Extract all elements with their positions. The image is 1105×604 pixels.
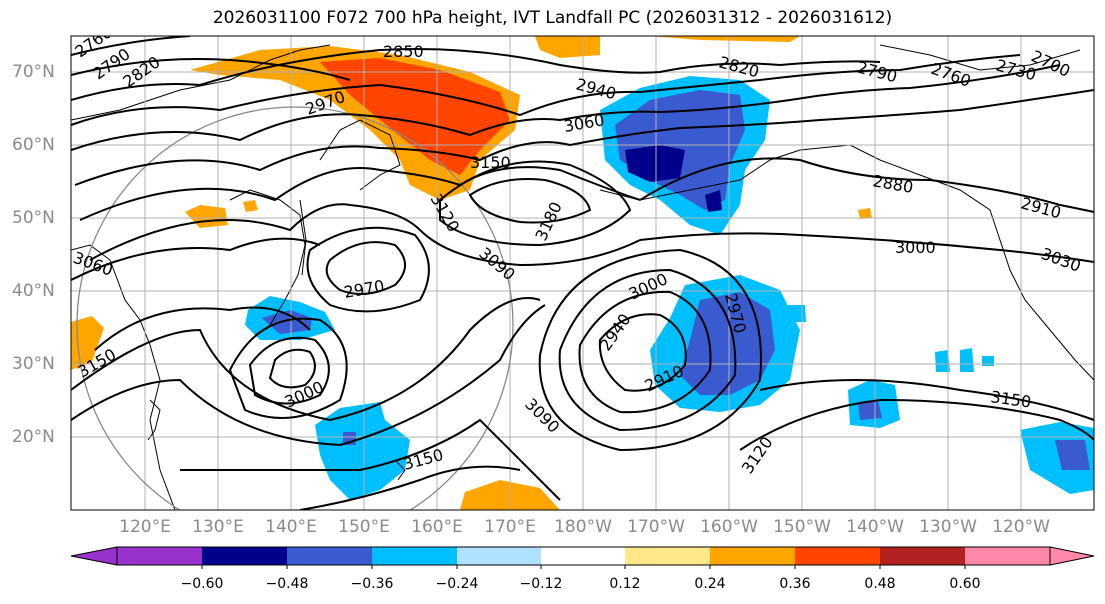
contour-label: 2850 <box>383 42 424 61</box>
colorbar-bin <box>965 547 1050 565</box>
colorbar-tick-label: −0.36 <box>350 576 394 592</box>
colorbar-extend-max <box>1049 546 1095 566</box>
lat-label: 40°N <box>12 281 55 301</box>
lon-label: 150°E <box>338 517 390 537</box>
lon-label: 160°E <box>411 517 463 537</box>
lon-label: 180°W <box>554 517 612 537</box>
lon-label: 140°E <box>265 517 317 537</box>
colorbar-bin <box>457 547 541 565</box>
lat-lon-grid <box>71 36 1094 510</box>
lon-label: 150°W <box>773 517 831 537</box>
lat-label: 60°N <box>12 135 55 155</box>
colorbar-bin <box>117 547 202 565</box>
contour-label: 3150 <box>470 153 511 172</box>
colorbar <box>70 546 1095 569</box>
colorbar-bin <box>202 547 287 565</box>
colorbar-extend-min <box>70 546 118 566</box>
colorbar-tick-label: 0.48 <box>864 576 896 592</box>
lon-label: 120°W <box>992 517 1050 537</box>
colorbar-tick-label: −0.48 <box>265 576 309 592</box>
lat-label: 30°N <box>12 354 55 374</box>
colorbar-tick-label: 0.24 <box>694 576 726 592</box>
lon-label: 140°W <box>846 517 904 537</box>
lon-label: 170°W <box>627 517 685 537</box>
colorbar-tick-label: 0.12 <box>609 576 641 592</box>
lon-label: 130°W <box>919 517 977 537</box>
lat-label: 20°N <box>12 427 55 447</box>
colorbar-bin <box>287 547 372 565</box>
lon-label: 120°E <box>119 517 171 537</box>
coastlines <box>71 44 1094 510</box>
ivt-negative-shading <box>245 76 1094 500</box>
lon-label: 130°E <box>192 517 244 537</box>
map-title: 2026031100 F072 700 hPa height, IVT Land… <box>212 8 893 28</box>
region-circle <box>76 106 514 510</box>
colorbar-bin <box>710 547 795 565</box>
colorbar-tick-label: 0.60 <box>949 576 981 592</box>
colorbar-tick-label: −0.12 <box>519 576 563 592</box>
height-contours <box>71 36 1094 510</box>
map-frame <box>70 35 1095 511</box>
colorbar-bin <box>795 547 880 565</box>
contour-label: 3000 <box>895 238 936 257</box>
colorbar-bin <box>372 547 457 565</box>
colorbar-bin <box>625 547 710 565</box>
colorbar-bin <box>541 547 625 565</box>
map-plot-area: 2760 2790 2820 2850 2970 2940 2820 2790 … <box>71 36 1094 510</box>
colorbar-tick-label: −0.24 <box>435 576 479 592</box>
lon-label: 170°E <box>484 517 536 537</box>
colorbar-tick-label: −0.60 <box>180 576 224 592</box>
colorbar-tick-label: 0.36 <box>779 576 811 592</box>
lat-label: 70°N <box>12 62 55 82</box>
colorbar-bin <box>880 547 965 565</box>
lat-label: 50°N <box>12 208 55 228</box>
lon-label: 160°W <box>700 517 758 537</box>
